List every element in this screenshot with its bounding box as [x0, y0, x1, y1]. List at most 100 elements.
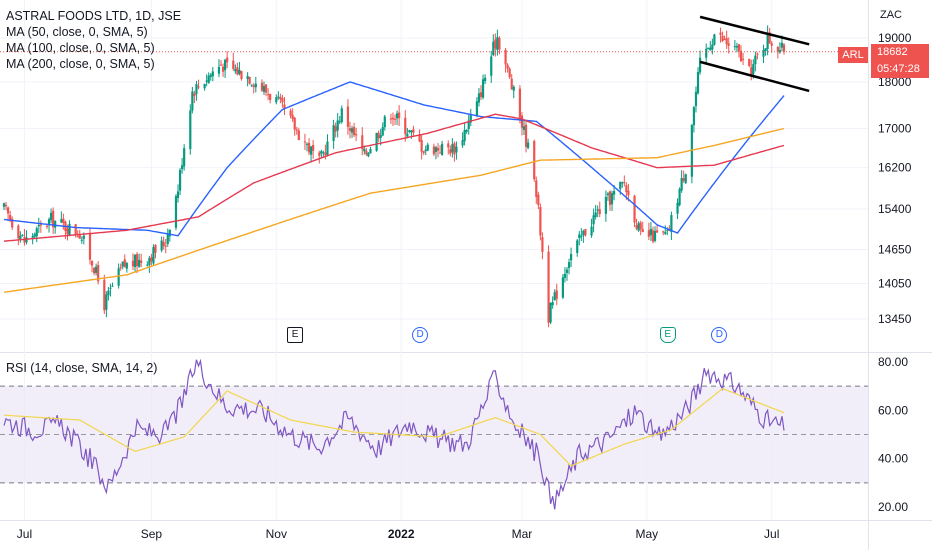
candle-up — [676, 202, 679, 214]
candle-down — [193, 93, 196, 96]
candle-down — [770, 43, 773, 46]
candle-up — [709, 47, 712, 51]
candle-down — [598, 209, 601, 214]
candle-up — [95, 266, 98, 273]
candle-down — [719, 32, 722, 35]
candle-down — [334, 126, 337, 132]
earnings-marker[interactable]: E — [287, 327, 304, 343]
candle-down — [162, 242, 165, 247]
candle-up — [526, 142, 530, 148]
candle-up — [350, 128, 354, 133]
candle-up — [250, 84, 253, 86]
candle-up — [426, 144, 429, 151]
candle-up — [82, 235, 85, 239]
candle-up — [211, 71, 214, 77]
candle-down — [74, 224, 77, 236]
candle-up — [434, 147, 438, 152]
candle-down — [723, 39, 726, 41]
candle-up — [696, 72, 700, 94]
candle-up — [191, 91, 194, 111]
price-tick-label: 19000 — [878, 31, 912, 45]
candle-down — [17, 225, 20, 239]
candle-up — [441, 143, 444, 156]
candle-up — [604, 196, 607, 214]
dividend-marker[interactable]: D — [412, 327, 429, 343]
candle-up — [340, 108, 343, 123]
candle-up — [49, 212, 53, 221]
candle-up — [138, 259, 141, 267]
candle-down — [281, 98, 284, 103]
candle-down — [226, 57, 229, 63]
earnings-marker[interactable]: E — [659, 327, 676, 343]
candle-up — [379, 135, 382, 139]
rsi-legend[interactable]: RSI (14, close, SMA, 14, 2) — [6, 361, 158, 375]
ma50-legend[interactable]: MA (50, close, 0, SMA, 5) — [6, 25, 148, 39]
candle-up — [492, 41, 495, 56]
candle-up — [484, 77, 487, 82]
candle-down — [504, 49, 507, 65]
candle-down — [391, 117, 395, 120]
candle-up — [553, 292, 556, 301]
ma100-line — [3, 113, 785, 242]
candle-down — [748, 59, 751, 66]
candle-up — [461, 140, 464, 146]
candle-down — [741, 58, 745, 60]
candle-up — [209, 74, 212, 77]
symbol-title[interactable]: ASTRAL FOODS LTD, 1D, JSE — [6, 9, 182, 23]
candle-up — [637, 223, 640, 231]
candle-down — [293, 117, 296, 130]
time-tick-label: Sep — [141, 527, 163, 541]
candle-up — [146, 264, 149, 266]
ma100-legend[interactable]: MA (100, close, 0, SMA, 5) — [6, 41, 155, 55]
candle-up — [569, 254, 573, 261]
candle-down — [420, 140, 423, 152]
candle-down — [537, 194, 540, 206]
ma200-legend[interactable]: MA (200, close, 0, SMA, 5) — [6, 57, 155, 71]
candle-up — [320, 151, 323, 154]
candle-down — [438, 152, 442, 154]
candle-up — [2, 203, 6, 207]
rsi-tick-label: 20.00 — [878, 500, 908, 514]
candle-down — [498, 38, 501, 50]
candle-up — [205, 80, 208, 82]
candle-down — [197, 86, 200, 88]
dividend-marker[interactable]: D — [711, 327, 728, 343]
candle-down — [449, 149, 452, 154]
candle-down — [539, 206, 542, 236]
candle-down — [221, 66, 225, 72]
candle-down — [307, 143, 311, 153]
candle-up — [133, 255, 137, 268]
candle-up — [47, 219, 51, 226]
candle-down — [625, 185, 628, 193]
candle-up — [733, 46, 736, 48]
candle-up — [336, 120, 339, 131]
candle-up — [203, 83, 206, 89]
candle-up — [467, 120, 470, 130]
candle-down — [535, 180, 538, 197]
candle-down — [432, 146, 436, 155]
channel-upper-line — [699, 15, 810, 46]
candle-down — [11, 218, 14, 228]
candle-down — [377, 132, 380, 139]
candle-down — [725, 38, 728, 45]
last-price: 18682 — [877, 46, 908, 58]
candle-up — [684, 174, 687, 183]
candle-down — [398, 112, 401, 119]
candle-down — [252, 85, 255, 88]
candle-down — [346, 106, 350, 127]
candle-up — [690, 125, 693, 177]
candle-down — [447, 143, 450, 148]
price-tick-label: 14050 — [878, 277, 912, 291]
candle-up — [713, 34, 716, 45]
candle-up — [764, 48, 767, 52]
candle-up — [490, 56, 493, 76]
candle-down — [66, 228, 69, 235]
candle-down — [635, 224, 638, 229]
candle-up — [181, 165, 184, 170]
rsi-line — [3, 358, 785, 510]
candle-up — [107, 290, 110, 296]
candle-up — [35, 228, 38, 237]
candle-down — [297, 130, 300, 141]
rsi-tick-label: 60.00 — [878, 403, 908, 417]
